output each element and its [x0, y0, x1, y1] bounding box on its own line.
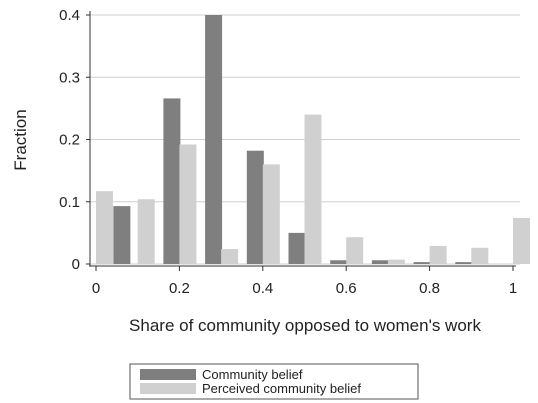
legend-swatch-community-belief	[140, 369, 196, 380]
bar-community-belief-3	[246, 150, 264, 264]
bar-perceived-community-belief-10	[513, 217, 530, 264]
x-tick-label-5: 1	[509, 280, 517, 297]
bar-community-belief-2	[205, 15, 223, 264]
y-tick-label-4: 0.4	[59, 7, 80, 24]
legend-label-community-belief: Community belief	[202, 367, 303, 382]
y-tick-label-0: 0	[72, 256, 80, 273]
tick-labels: 0 0.1 0.2 0.3 0.4 0 0.2 0.4 0.6 0.8 1	[59, 7, 517, 297]
bar-perceived-community-belief-4	[262, 164, 280, 264]
x-axis-title: Share of community opposed to women's wo…	[129, 316, 481, 335]
bar-community-belief-8	[455, 262, 473, 264]
y-axis-title: Fraction	[11, 109, 30, 170]
bars	[96, 15, 530, 264]
bar-perceived-community-belief-0	[96, 191, 113, 264]
bar-perceived-community-belief-5	[304, 114, 322, 264]
bar-perceived-community-belief-3	[221, 249, 239, 264]
x-tick-label-1: 0.2	[169, 280, 190, 297]
legend-label-perceived-community-belief: Perceived community belief	[202, 381, 361, 396]
bar-perceived-community-belief-6	[346, 237, 364, 264]
x-tick-label-4: 0.8	[419, 280, 440, 297]
x-tick-label-3: 0.6	[336, 280, 357, 297]
legend: Community belief Perceived community bel…	[129, 363, 419, 400]
bar-community-belief-1	[163, 98, 181, 264]
bar-perceived-community-belief-9	[471, 247, 489, 264]
axes	[86, 11, 516, 271]
bar-community-belief-4	[288, 232, 306, 264]
bar-perceived-community-belief-8	[429, 245, 447, 264]
bar-perceived-community-belief-2	[179, 144, 197, 264]
bar-community-belief-6	[371, 260, 389, 264]
x-tick-label-2: 0.4	[252, 280, 273, 297]
y-tick-label-3: 0.3	[59, 69, 80, 86]
y-tick-label-2: 0.2	[59, 132, 80, 149]
bar-community-belief-5	[330, 260, 348, 264]
bar-perceived-community-belief-7	[387, 259, 405, 264]
bar-community-belief-7	[413, 262, 431, 264]
bar-community-belief-0	[113, 206, 131, 264]
legend-swatch-perceived-community-belief	[140, 383, 196, 394]
y-tick-label-1: 0.1	[59, 194, 80, 211]
x-tick-label-0: 0	[92, 280, 100, 297]
bar-perceived-community-belief-1	[137, 199, 155, 264]
